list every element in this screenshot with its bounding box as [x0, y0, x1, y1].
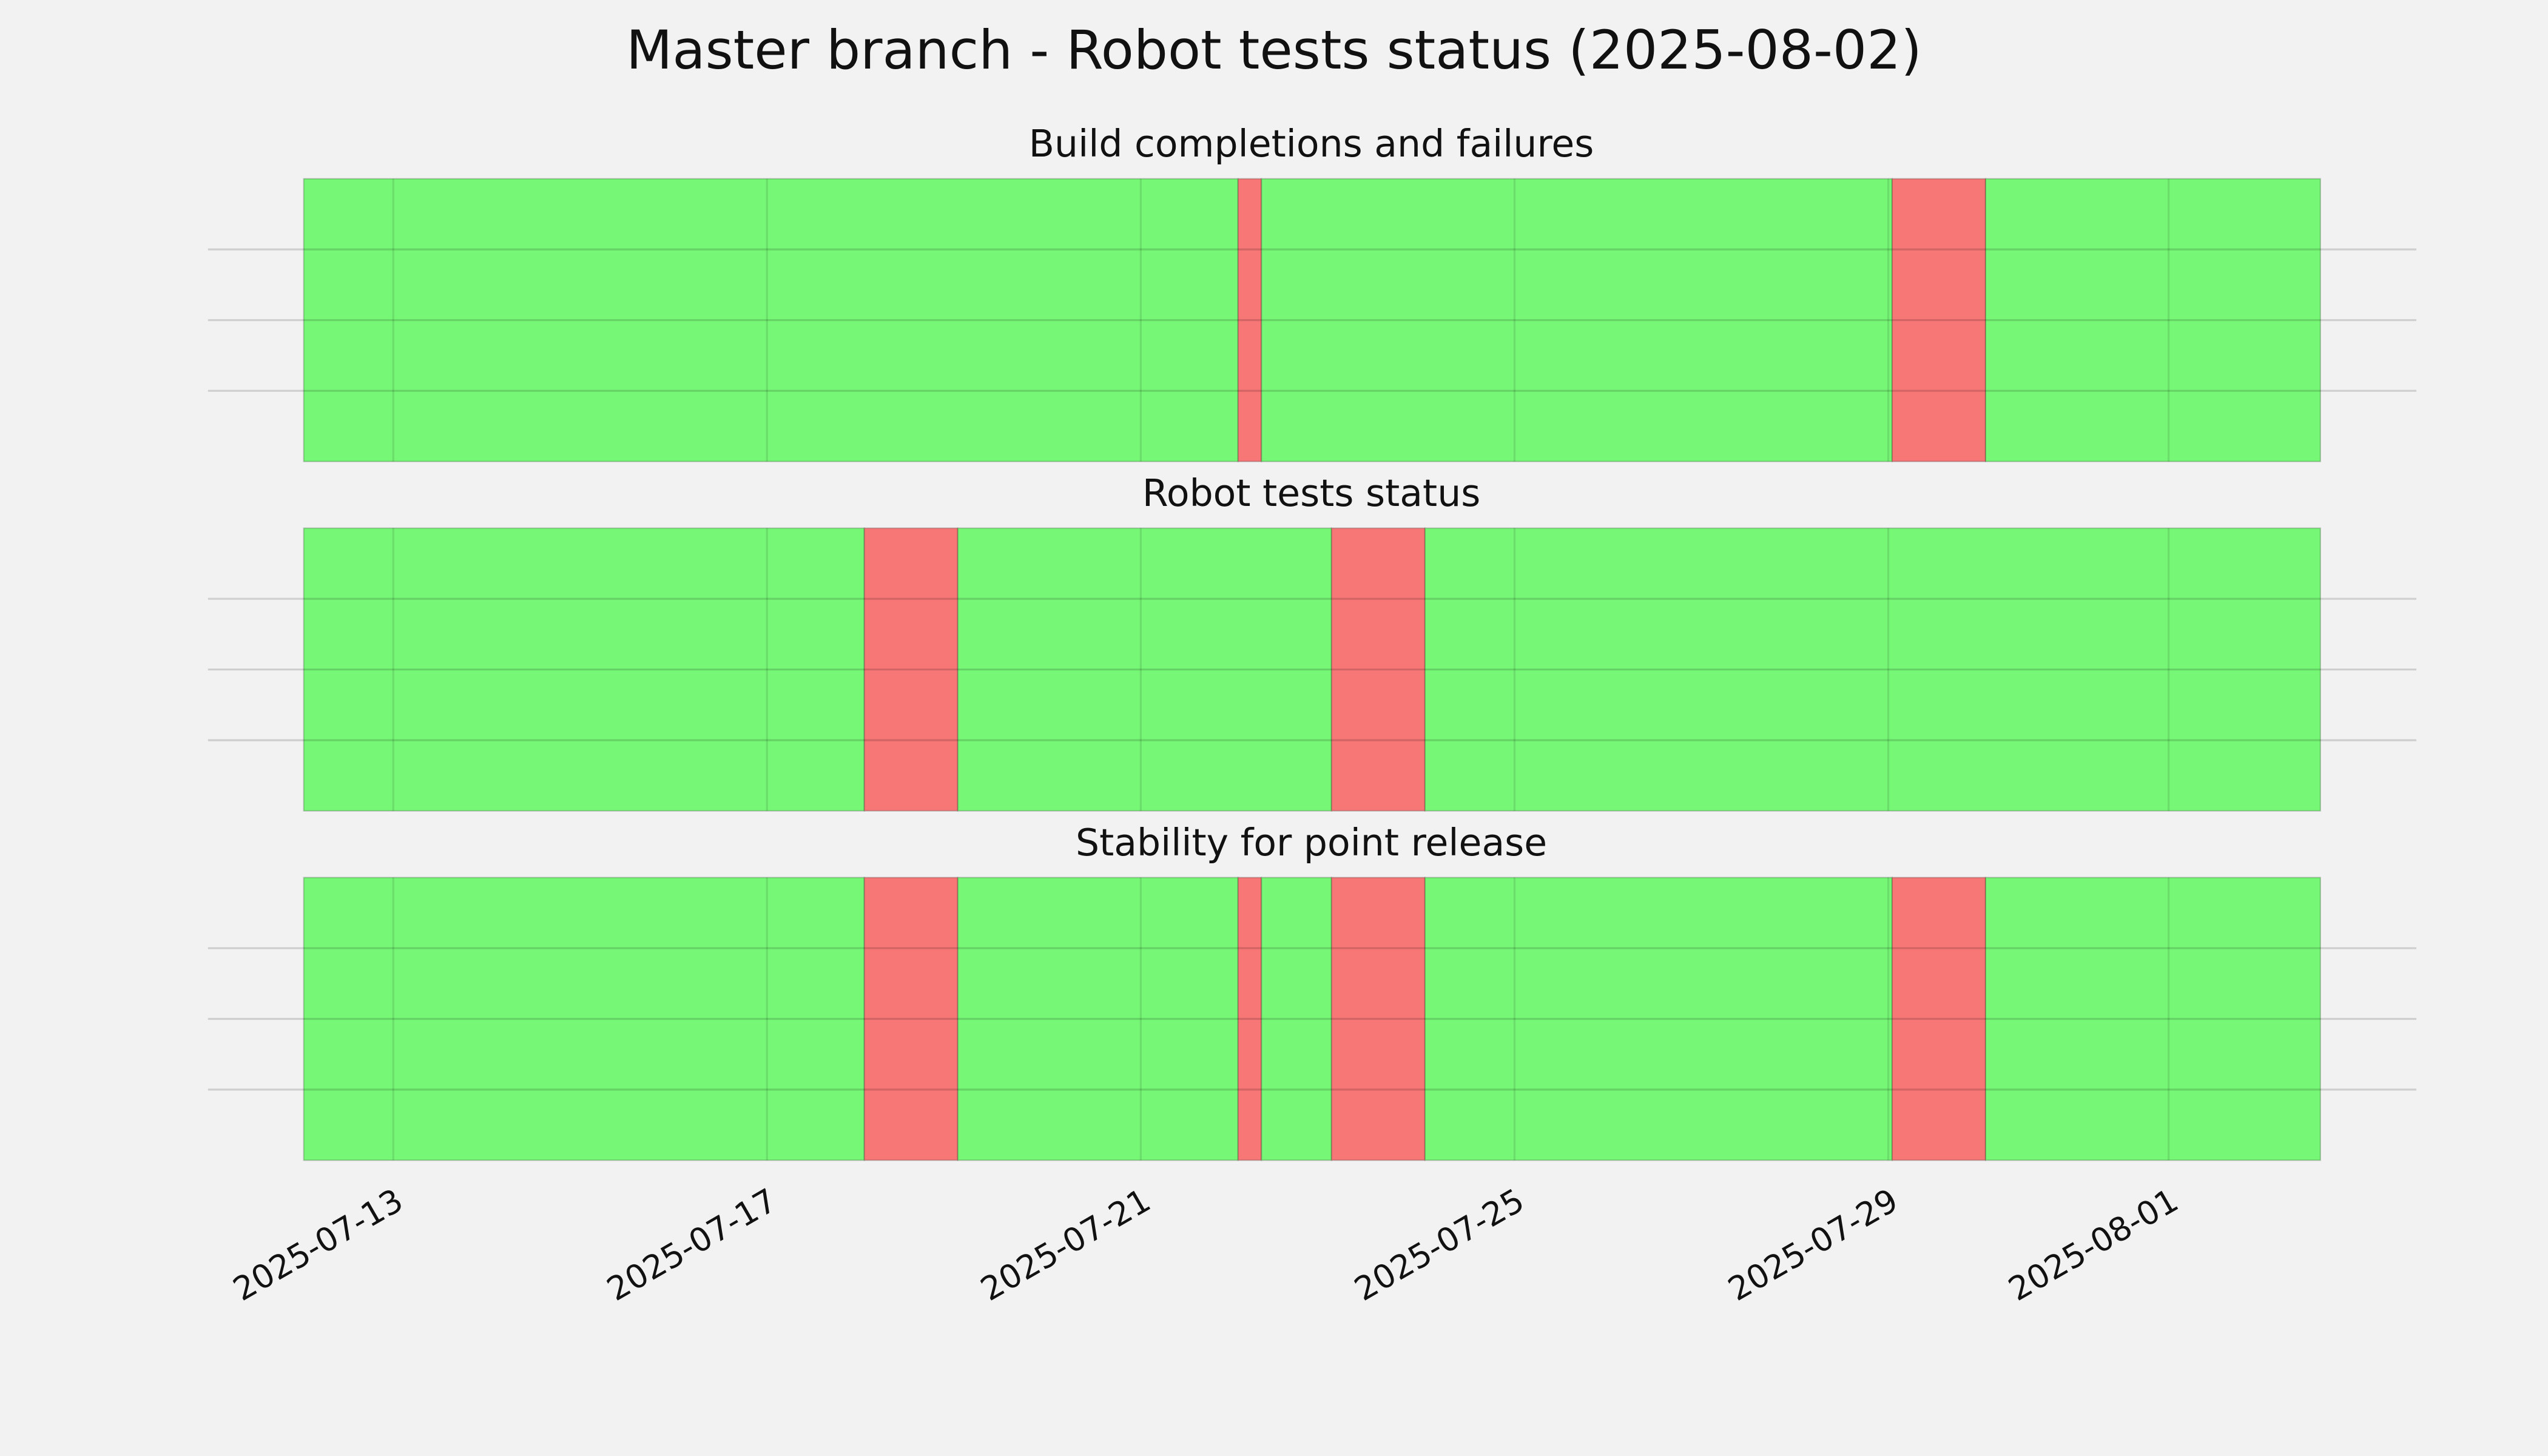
status-span — [1237, 877, 1262, 1161]
status-span — [957, 527, 1332, 812]
status-span — [1891, 178, 1987, 462]
status-span — [303, 178, 1239, 462]
panel-title: Robot tests status — [1142, 471, 1480, 515]
status-span — [1261, 178, 1893, 462]
status-span — [1424, 527, 2321, 812]
panel-title: Stability for point release — [1076, 821, 1547, 864]
status-span — [1891, 877, 1987, 1161]
status-span — [1984, 877, 2321, 1161]
status-span — [1261, 877, 1332, 1161]
status-span — [1330, 877, 1426, 1161]
status-span — [303, 877, 865, 1161]
status-span — [863, 527, 959, 812]
panel-title: Build completions and failures — [1029, 122, 1594, 166]
status-span — [1424, 877, 1893, 1161]
status-span — [303, 527, 865, 812]
status-span — [1330, 527, 1426, 812]
status-span — [1237, 178, 1262, 462]
status-span — [1984, 178, 2321, 462]
status-span — [957, 877, 1239, 1161]
status-span — [863, 877, 959, 1161]
chart-title: Master branch - Robot tests status (2025… — [626, 19, 1922, 81]
